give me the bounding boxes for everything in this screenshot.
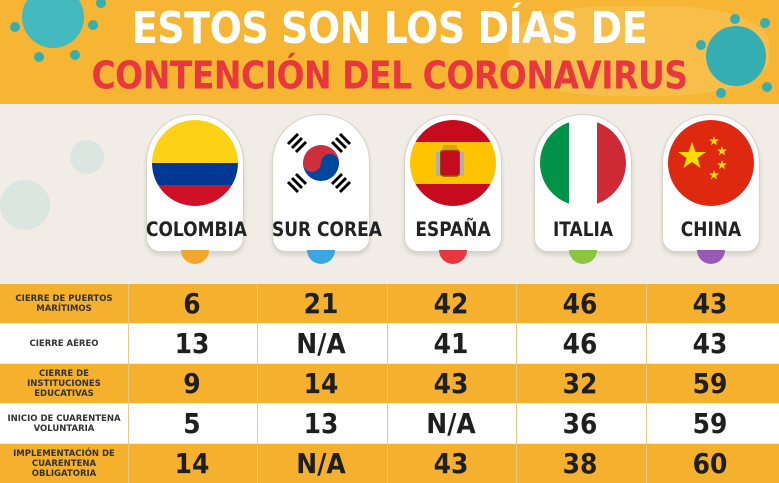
table-cell: 59 (692, 407, 728, 440)
table-cell: 43 (433, 367, 469, 400)
country-pin-south-korea: SUR COREA (272, 114, 382, 264)
table-cell: 38 (562, 447, 598, 480)
country-name: ITALIA (552, 218, 614, 242)
table-row: INICIO DE CUARENTENA VOLUNTARIA 5 13 N/A… (0, 404, 779, 443)
country-pin-colombia: COLOMBIA (146, 114, 247, 264)
table-row: IMPLEMENTACIÓN DE CUARENTENA OBLIGATORIA… (0, 444, 779, 483)
table-row: CIERRE DE PUERTOS MARÍTIMOS 6 21 42 46 4… (0, 284, 779, 323)
italy-flag-icon (540, 120, 626, 206)
table-cell: N/A (296, 327, 346, 360)
table-cell: 14 (174, 447, 210, 480)
pin-tip (697, 250, 725, 264)
table-cell: 42 (433, 287, 469, 320)
page-title: ESTOS SON LOS DÍAS DE (131, 2, 648, 54)
table-row: CIERRE DE INSTITUCIONES EDUCATIVAS 9 14 … (0, 364, 779, 403)
table-row: CIERRE AÉREO 13 N/A 41 46 43 (0, 324, 779, 363)
table-cell: 13 (174, 327, 210, 360)
column-divider (516, 284, 517, 483)
table-cell: 59 (692, 367, 728, 400)
row-label: CIERRE AÉREO (29, 338, 99, 349)
column-divider (646, 284, 647, 483)
page-subtitle: CONTENCIÓN DEL CORONAVIRUS (91, 53, 688, 98)
country-name: ESPAÑA (415, 218, 491, 242)
virus-icon-faint-left (0, 180, 50, 230)
table-cell: 6 (183, 287, 201, 320)
row-label: INICIO DE CUARENTENA VOLUNTARIA (7, 413, 121, 434)
table-cell: 14 (303, 367, 339, 400)
column-divider (387, 284, 388, 483)
spain-flag-icon (410, 120, 496, 206)
row-label: CIERRE DE PUERTOS MARÍTIMOS (15, 293, 113, 314)
pin-tip (181, 250, 209, 264)
table-cell: 41 (433, 327, 469, 360)
table-cell: 46 (562, 287, 598, 320)
pin-tip (569, 250, 597, 264)
table-cell: 60 (692, 447, 728, 480)
south-korea-flag-icon (278, 120, 364, 206)
pin-tip (307, 250, 335, 264)
country-name: CHINA (680, 218, 742, 242)
table-cell: 9 (183, 367, 201, 400)
flags-band (0, 104, 779, 284)
table-cell: 5 (183, 407, 201, 440)
table-cell: 36 (562, 407, 598, 440)
colombia-flag-icon (152, 120, 238, 206)
data-table: CIERRE DE PUERTOS MARÍTIMOS 6 21 42 46 4… (0, 284, 779, 483)
table-cell: 43 (692, 287, 728, 320)
table-cell: 21 (303, 287, 339, 320)
china-flag-icon (668, 120, 754, 206)
row-label: CIERRE DE INSTITUCIONES EDUCATIVAS (27, 368, 101, 399)
column-divider (128, 284, 129, 483)
pin-tip (439, 250, 467, 264)
country-pin-spain: ESPAÑA (404, 114, 502, 264)
column-divider (257, 284, 258, 483)
table-cell: 43 (433, 447, 469, 480)
country-name: SUR COREA (272, 218, 382, 242)
table-cell: 43 (692, 327, 728, 360)
table-cell: 32 (562, 367, 598, 400)
table-cell: N/A (296, 447, 346, 480)
row-label: IMPLEMENTACIÓN DE CUARENTENA OBLIGATORIA (13, 448, 115, 479)
country-pin-china: CHINA (662, 114, 760, 264)
table-cell: 46 (562, 327, 598, 360)
table-cell: N/A (426, 407, 476, 440)
country-pin-italy: ITALIA (534, 114, 632, 264)
virus-icon-faint-mid (70, 140, 104, 174)
table-cell: 13 (303, 407, 339, 440)
country-name: COLOMBIA (146, 218, 247, 242)
